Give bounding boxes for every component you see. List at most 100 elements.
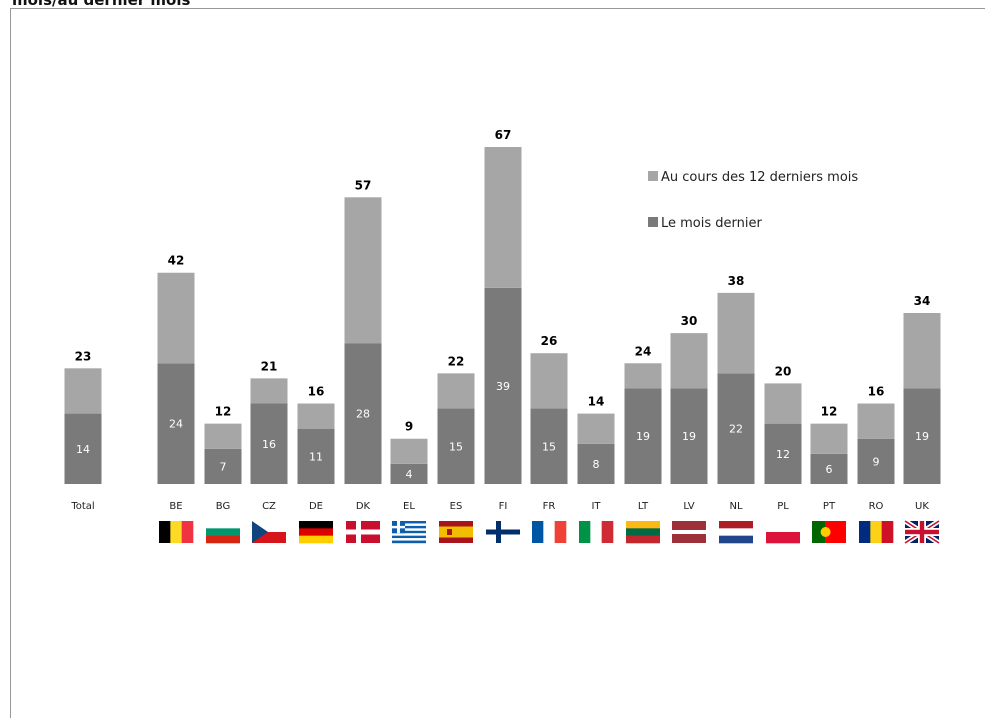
category-label-pt: PT [823,501,836,512]
data-label-lower-de: 11 [309,450,323,463]
legend: Au cours des 12 derniers mois Le mois de… [648,170,858,231]
bar-upper-lv [670,333,708,389]
bar-upper-de [297,403,335,429]
category-label-bg: BG [216,501,230,512]
data-label-lower-uk: 19 [915,430,929,443]
bar-lower-nl [717,373,755,484]
category-label-fr: FR [543,501,556,512]
bar-lower-uk [903,388,941,484]
bar-lower-it [577,443,615,484]
flag-cz-icon [252,521,286,543]
data-label-total-lv: 30 [681,314,698,328]
legend-label-upper: Au cours des 12 derniers mois [661,170,858,185]
data-label-lower-lv: 19 [682,430,696,443]
data-label-lower-total: 14 [76,443,90,456]
data-label-total-uk: 34 [914,294,931,308]
flag-fr-icon [532,521,567,543]
bar-lower-lv [670,388,708,484]
flag-el-icon [392,521,426,544]
bar-upper-bg [204,423,242,449]
legend-swatch-lower [648,217,658,227]
bar-upper-pt [810,423,848,454]
bar-lower-pt [810,453,848,484]
bar-upper-el [390,438,428,464]
flag-bg-icon [206,521,240,544]
chart-frame [10,8,985,718]
bar-lower-be [157,363,195,484]
data-label-total-it: 14 [588,395,605,409]
data-label-total-el: 9 [405,420,413,434]
bar-lower-fi [484,287,522,484]
bar-upper-dk [344,197,382,344]
category-label-dk: DK [356,501,371,512]
bar-lower-fr [530,408,568,484]
category-label-cz: CZ [262,501,276,512]
data-label-total-pl: 20 [775,364,792,378]
bar-upper-fi [484,147,522,288]
flag-be-icon [159,521,194,543]
category-label-nl: NL [729,501,742,512]
data-label-total-be: 42 [168,254,185,268]
bar-upper-cz [250,378,288,404]
data-label-lower-fi: 39 [496,380,510,393]
bar-upper-ro [857,403,895,439]
flag-fi-icon [486,521,520,543]
data-label-total-de: 16 [308,385,325,399]
bar-upper-lt [624,363,662,389]
category-label-uk: UK [915,501,929,512]
category-label-lt: LT [638,501,649,512]
data-label-lower-it: 8 [593,458,600,471]
data-label-lower-bg: 7 [220,460,227,473]
bar-upper-be [157,272,195,364]
data-label-total-fr: 26 [541,334,558,348]
data-label-lower-pl: 12 [776,448,790,461]
data-label-total-nl: 38 [728,274,745,288]
flag-es-icon [439,521,473,543]
bar-lower-de [297,428,335,484]
category-label-total: Total [70,501,94,512]
bar-lower-ro [857,438,895,484]
flag-nl-icon [719,521,753,544]
data-label-total-fi: 67 [495,128,512,142]
bars-group: 14 23 Total 24 42 BE 7 12 BG 16 21 CZ 11 16 DE 28 57 DK 4 9… [64,128,941,512]
flag-de-icon [299,521,333,544]
category-label-el: EL [403,501,415,512]
flag-uk-icon [903,518,941,546]
bar-lower-dk [344,343,382,484]
legend-label-lower: Le mois dernier [661,216,762,231]
bar-upper-es [437,373,475,409]
category-label-es: ES [450,501,463,512]
data-label-total-bg: 12 [215,405,232,419]
bar-upper-nl [717,292,755,374]
flag-dk-icon [346,521,380,543]
flag-it-icon [579,521,614,543]
bar-upper-uk [903,312,941,389]
bar-lower-pl [764,423,802,484]
category-label-fi: FI [499,501,508,512]
data-label-lower-nl: 22 [729,423,743,436]
flag-ro-icon [859,521,894,543]
data-label-total-lt: 24 [635,344,652,358]
data-label-lower-lt: 19 [636,430,650,443]
page-title: mois/au dernier mois [12,0,191,9]
data-label-total-dk: 57 [355,178,372,192]
bar-lower-total [64,413,102,484]
data-label-lower-cz: 16 [262,438,276,451]
legend-swatch-upper [648,171,658,181]
data-label-lower-fr: 15 [542,440,556,453]
bar-lower-cz [250,403,288,484]
data-label-total-total: 23 [75,349,92,363]
data-label-lower-ro: 9 [873,455,880,468]
data-label-total-es: 22 [448,354,465,368]
flag-lv-icon [672,521,706,543]
data-label-lower-el: 4 [406,468,413,481]
flag-pt-icon [812,521,846,543]
bar-upper-it [577,413,615,444]
data-label-lower-dk: 28 [356,408,370,421]
bar-upper-fr [530,353,568,409]
bar-upper-total [64,368,102,414]
data-label-lower-be: 24 [169,418,183,431]
flag-lt-icon [626,521,660,544]
category-label-de: DE [309,501,323,512]
